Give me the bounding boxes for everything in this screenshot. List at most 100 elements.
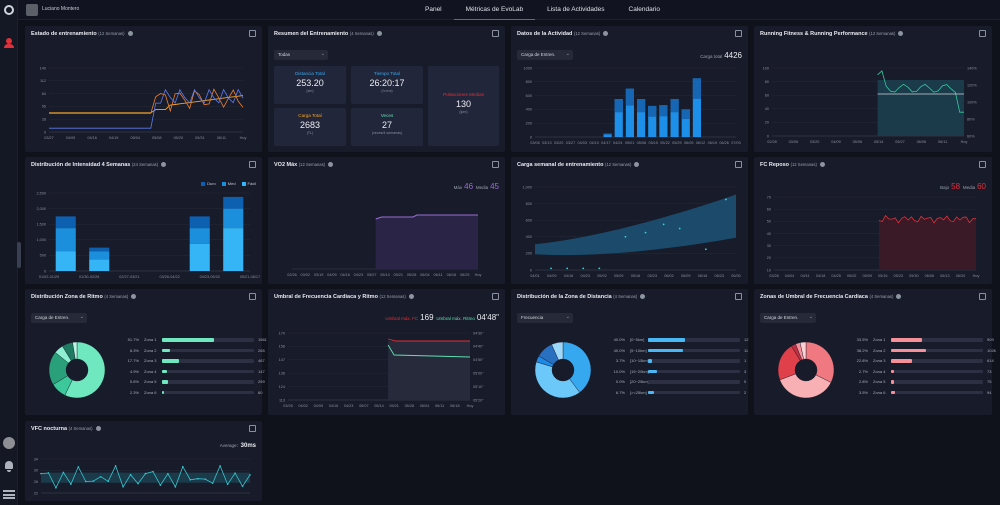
y-tick-label: 800 bbox=[526, 202, 532, 206]
y-tick-label: 40 bbox=[765, 107, 769, 111]
expand-icon[interactable] bbox=[249, 293, 256, 300]
zone-bar bbox=[162, 369, 254, 373]
expand-icon[interactable] bbox=[249, 425, 256, 432]
sidebar-collapse-handle[interactable] bbox=[17, 242, 21, 268]
user-icon[interactable] bbox=[4, 38, 14, 48]
metric-select[interactable]: Carga de Entren. bbox=[31, 312, 87, 323]
expand-icon[interactable] bbox=[979, 293, 986, 300]
y2-tick-label: 04'40" bbox=[473, 345, 484, 349]
x-tick-label: 06/25 bbox=[460, 273, 470, 277]
hrv-point bbox=[234, 472, 236, 474]
vo2max-card: VO2 Máx (12 Semanas) Máx 46 Media 45 02/26… bbox=[268, 157, 505, 284]
expand-icon[interactable] bbox=[735, 30, 742, 37]
app-logo-icon[interactable] bbox=[4, 5, 14, 15]
info-icon[interactable] bbox=[603, 31, 609, 37]
zone-percent: 3.7% bbox=[615, 358, 625, 363]
x-tick-label: 04/16 bbox=[87, 136, 97, 140]
y2-tick-label: 05'00" bbox=[473, 372, 484, 376]
x-tick-label: Hoy bbox=[467, 404, 474, 408]
zone-row: 5.6% Zona 5 259 bbox=[117, 379, 267, 385]
info-icon[interactable] bbox=[328, 162, 334, 168]
zone-bar bbox=[648, 369, 740, 373]
info-icon[interactable] bbox=[898, 31, 904, 37]
x-tick-label: 03/26-04/22 bbox=[159, 275, 179, 279]
info-icon[interactable] bbox=[161, 162, 167, 168]
hrv-point bbox=[204, 478, 207, 480]
zone-label: [10~15km] bbox=[630, 358, 649, 363]
y-tick-label: 1000 bbox=[524, 66, 532, 70]
hrv-point bbox=[196, 477, 199, 480]
expand-icon[interactable] bbox=[492, 30, 499, 37]
y2-tick-label: 60% bbox=[967, 134, 975, 138]
y-tick-label: 136 bbox=[279, 372, 285, 376]
info-icon[interactable] bbox=[95, 426, 101, 432]
expand-icon[interactable] bbox=[979, 30, 986, 37]
bar-segment bbox=[55, 228, 76, 252]
zone-percent: 22.8% bbox=[856, 358, 868, 363]
x-tick-label: 05/28 bbox=[407, 273, 417, 277]
y-tick-label: 158 bbox=[279, 345, 285, 349]
zone-value: 3 bbox=[744, 368, 747, 374]
bar-segment bbox=[189, 243, 210, 271]
activity-type-select[interactable]: Todas bbox=[274, 49, 328, 60]
metric-select[interactable]: Frecuencia bbox=[517, 312, 573, 323]
distance-zone-card: Distribución de la Zona de Distancia (4 … bbox=[511, 289, 748, 415]
y-tick-label: 34 bbox=[34, 457, 38, 461]
zone-percent: 10.0% bbox=[613, 368, 625, 374]
metric-select[interactable]: Carga de Entren. bbox=[517, 49, 573, 60]
threshold-readout: Umbral máx. FC 169 Umbral máx. Ritmo 04'48… bbox=[385, 313, 499, 322]
zone-percent: 33.5% bbox=[856, 337, 868, 342]
donut-slice bbox=[64, 341, 106, 399]
info-icon[interactable] bbox=[408, 294, 414, 300]
bar-segment bbox=[223, 196, 244, 209]
expand-icon[interactable] bbox=[979, 161, 986, 168]
zone-row: 22.8% Zona 3 614 bbox=[846, 358, 996, 364]
load-point bbox=[644, 231, 647, 234]
zone-bar-fill bbox=[162, 348, 171, 352]
profile-avatar[interactable] bbox=[3, 437, 15, 449]
tab-evolab-metrics[interactable]: Métricas de EvoLab bbox=[453, 0, 536, 20]
expand-icon[interactable] bbox=[492, 293, 499, 300]
bar-segment bbox=[659, 105, 668, 117]
bell-icon[interactable] bbox=[4, 461, 14, 472]
info-icon[interactable] bbox=[131, 294, 137, 300]
hrv-point bbox=[107, 480, 109, 483]
x-tick-label: 04/09 bbox=[314, 404, 324, 408]
expand-icon[interactable] bbox=[735, 293, 742, 300]
info-icon[interactable] bbox=[896, 294, 902, 300]
info-icon[interactable] bbox=[376, 31, 382, 37]
tab-calendar[interactable]: Calendario bbox=[628, 6, 660, 13]
user-avatar[interactable] bbox=[26, 4, 38, 16]
hrv-point bbox=[249, 474, 251, 476]
y-tick-label: 0 bbox=[44, 130, 46, 134]
expand-icon[interactable] bbox=[735, 161, 742, 168]
info-icon[interactable] bbox=[819, 162, 825, 168]
hrv-point bbox=[114, 465, 117, 467]
x-tick-label: 06/18 bbox=[450, 404, 460, 408]
tab-panel[interactable]: Panel bbox=[425, 6, 442, 13]
x-tick-label: 05/14 bbox=[874, 140, 884, 144]
zone-label: Zona 4 bbox=[144, 368, 157, 374]
y-tick-label: 70 bbox=[767, 195, 771, 199]
bar bbox=[659, 105, 668, 137]
bar-segment bbox=[189, 228, 210, 244]
tab-activity-list[interactable]: Lista de Actividades bbox=[547, 6, 605, 13]
hrv-point bbox=[84, 480, 87, 483]
expand-icon[interactable] bbox=[249, 30, 256, 37]
x-tick-label: 05/07 bbox=[367, 273, 377, 277]
training-summary-card: Resumen del Entrenamiento (4 Semanas) To… bbox=[268, 26, 505, 152]
bar bbox=[637, 99, 646, 137]
info-icon[interactable] bbox=[640, 294, 646, 300]
metric-select[interactable]: Carga de Entren. bbox=[760, 312, 816, 323]
info-icon[interactable] bbox=[634, 162, 640, 168]
expand-icon[interactable] bbox=[249, 161, 256, 168]
x-tick-label: 03/20 bbox=[554, 141, 564, 145]
info-icon[interactable] bbox=[127, 31, 133, 37]
expand-icon[interactable] bbox=[492, 161, 499, 168]
y-tick-label: 20 bbox=[767, 256, 771, 260]
fitness-line bbox=[877, 70, 964, 113]
hamburger-menu-icon[interactable] bbox=[3, 490, 15, 499]
donut-hole bbox=[66, 359, 88, 381]
zone-percent: 51.7% bbox=[127, 337, 139, 342]
y2-tick-label: 140% bbox=[967, 66, 977, 70]
